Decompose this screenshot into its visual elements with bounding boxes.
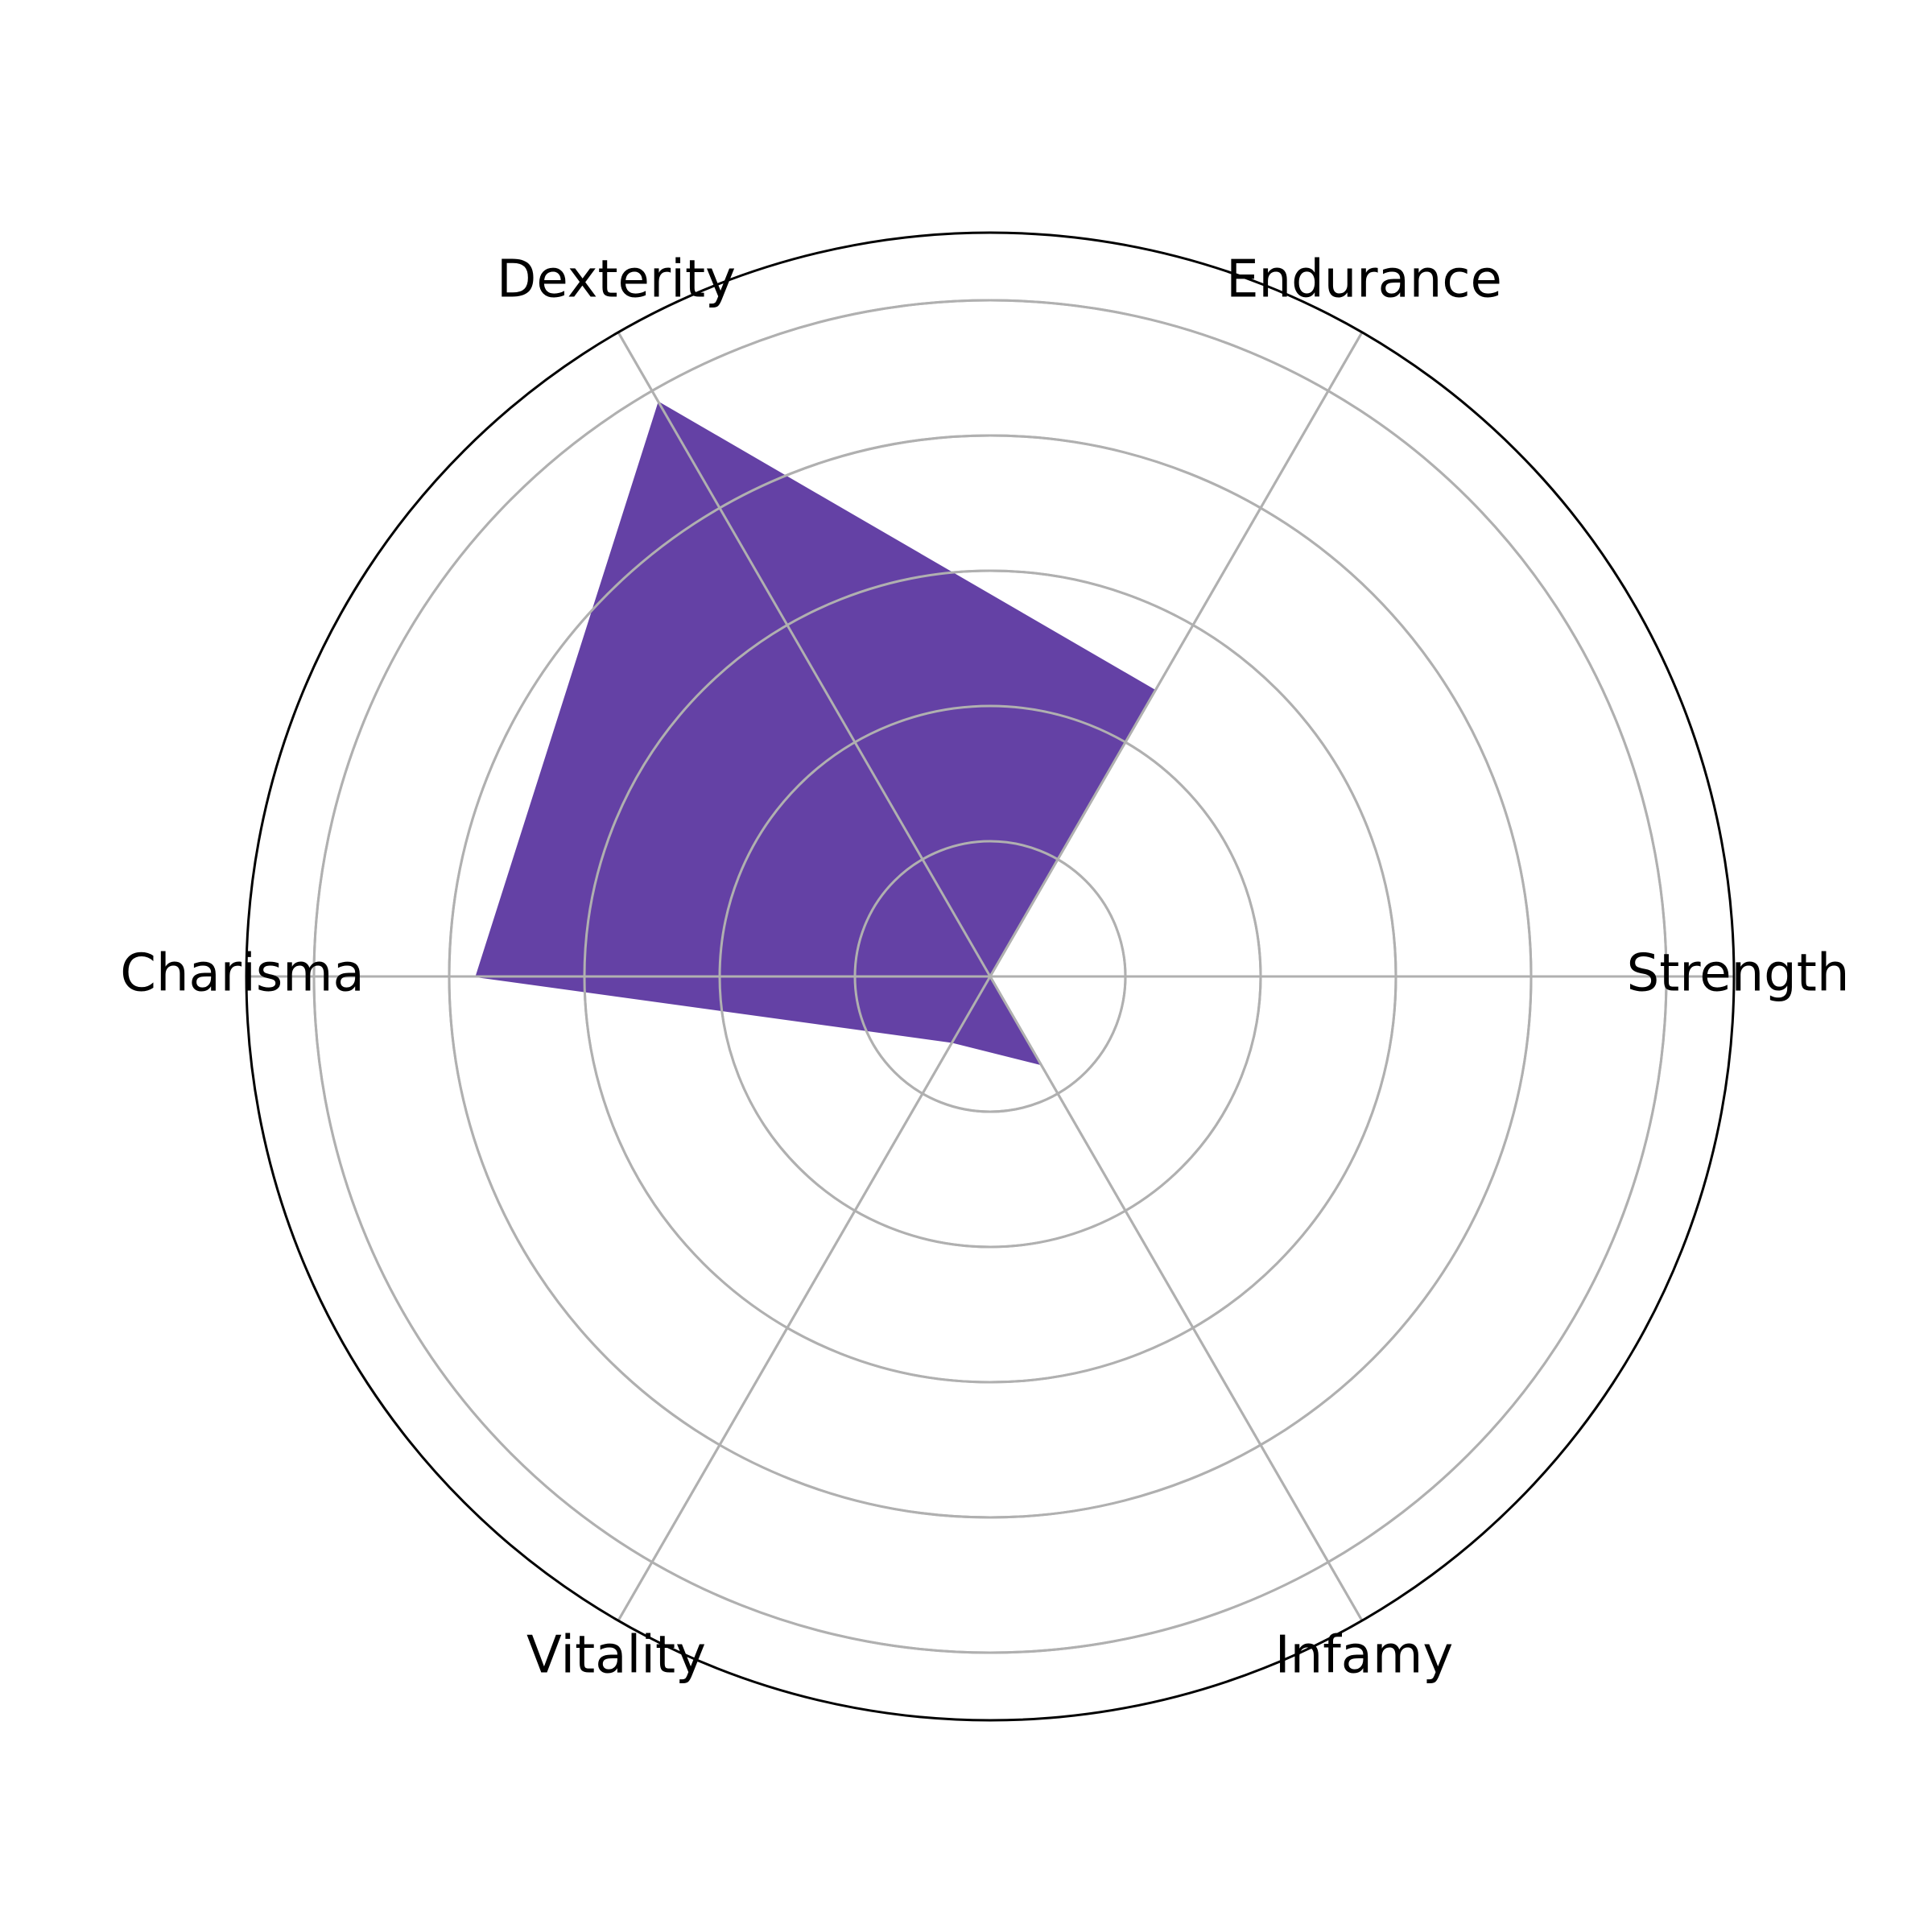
grid-overlay — [246, 299, 1734, 1654]
axis-label-charisma: Charisma — [120, 944, 364, 1004]
axis-labels: Strength Endurance Dexterity Charisma Vitali… — [120, 250, 1849, 1686]
axis-label-strength: Strength — [1627, 944, 1850, 1004]
axis-label-vitality: Vitality — [526, 1626, 706, 1686]
spoke-overlay-endurance — [989, 332, 1364, 977]
data-layer — [246, 299, 1734, 1654]
spoke-overlay-infamy — [989, 976, 1364, 1621]
axis-label-infamy: Infamy — [1275, 1626, 1453, 1686]
spoke-overlay-dexterity — [617, 332, 992, 977]
radar-frame — [245, 231, 1736, 1722]
data-area — [475, 401, 1157, 1066]
axis-label-endurance: Endurance — [1226, 250, 1502, 310]
spoke-overlay-vitality — [617, 976, 992, 1621]
axis-label-dexterity: Dexterity — [497, 250, 736, 310]
